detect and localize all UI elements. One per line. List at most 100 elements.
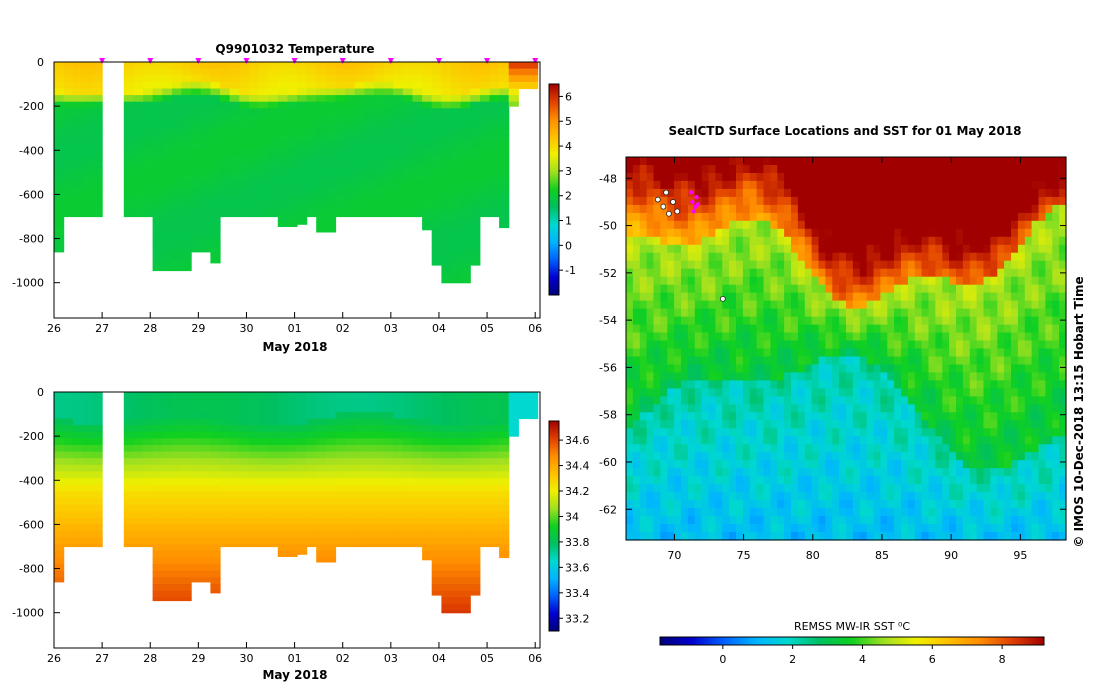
section-cell [143, 68, 154, 76]
sst-cell [935, 452, 943, 461]
section-cell [268, 148, 279, 156]
section-cell [441, 247, 452, 255]
section-cell [123, 411, 134, 420]
section-cell [200, 497, 211, 506]
section-cell [63, 438, 74, 446]
section-cell [143, 62, 154, 70]
section-cell [479, 478, 491, 486]
section-cell [200, 234, 211, 242]
sst-cell [777, 188, 785, 198]
section-cell [73, 81, 84, 90]
sst-cell [639, 500, 648, 509]
section-cell [422, 425, 433, 433]
sst-cell [715, 252, 723, 262]
section-cell [210, 240, 221, 248]
section-cell [316, 464, 327, 472]
section-cell [220, 101, 231, 109]
sst-cell [791, 412, 799, 421]
section-cell [210, 220, 221, 229]
section-cell [431, 537, 442, 545]
section-cell [335, 464, 346, 472]
section-cell [460, 497, 471, 506]
sst-cell [660, 436, 668, 445]
sst-cell [646, 356, 655, 366]
sst-cell [736, 204, 744, 214]
section-cell [499, 464, 510, 472]
section-cell [191, 141, 202, 149]
section-cell [393, 451, 404, 459]
section-cell [316, 431, 327, 439]
sst-cell [708, 157, 716, 166]
section-cell [200, 484, 211, 492]
section-cell [335, 524, 346, 532]
section-cell [393, 478, 404, 486]
sst-cell [742, 236, 751, 246]
section-cell [220, 411, 231, 420]
sst-cell [632, 348, 641, 358]
sst-cell [825, 180, 833, 190]
section-cell [297, 194, 308, 202]
sst-cell [928, 340, 936, 350]
section-cell [143, 201, 154, 209]
sst-cell [791, 260, 799, 270]
section-cell [422, 438, 433, 446]
sst-cell [797, 188, 806, 198]
sst-cell [749, 260, 758, 270]
sst-cell [846, 452, 854, 461]
sst-cell [818, 516, 826, 525]
section-cell [422, 187, 433, 195]
sst-cell [818, 284, 826, 294]
section-cell [489, 491, 500, 499]
section-cell [277, 81, 288, 90]
section-cell [229, 214, 240, 218]
section-cell [210, 418, 221, 426]
sst-cell [907, 180, 916, 190]
section-cell [123, 398, 134, 406]
sst-cell [632, 220, 641, 230]
sst-cell [626, 252, 634, 262]
section-cell [489, 181, 500, 189]
sst-cell [846, 292, 854, 302]
sst-cell [639, 396, 648, 405]
section-cell [92, 411, 103, 420]
sst-cell [701, 340, 710, 350]
section-cell [200, 194, 211, 202]
sst-cell [825, 500, 833, 509]
sst-cell [846, 316, 854, 326]
sst-cell [818, 364, 826, 374]
sst-cell [846, 412, 854, 421]
sst-cell [749, 444, 758, 453]
section-cell [171, 167, 183, 176]
section-cell [162, 411, 173, 420]
section-cell [210, 134, 221, 142]
sst-cell [708, 228, 716, 238]
sst-cell [866, 444, 875, 453]
sst-cell [653, 500, 661, 509]
section-cell [316, 62, 327, 70]
section-cell [412, 174, 423, 182]
sst-cell [674, 220, 682, 230]
section-cell [441, 584, 452, 592]
section-cell [374, 504, 385, 512]
sst-cell [839, 356, 847, 366]
sst-cell [832, 372, 840, 381]
section-cell [354, 154, 365, 162]
sst-cell [969, 260, 978, 270]
sst-cell [887, 428, 895, 437]
section-cell [54, 398, 65, 406]
sst-cell [632, 268, 641, 278]
section-cell [499, 471, 510, 479]
sst-cell [949, 348, 957, 358]
section-cell [54, 88, 65, 96]
sst-cell [942, 244, 950, 254]
section-cell [92, 431, 103, 439]
sst-cell [956, 484, 964, 493]
section-cell [499, 524, 510, 532]
section-cell [431, 531, 442, 539]
x-tick-label: 06 [528, 652, 542, 665]
section-cell [470, 464, 481, 472]
sst-cell [956, 173, 964, 182]
section-cell [422, 62, 433, 70]
section-cell [210, 438, 221, 446]
section-cell [508, 95, 519, 103]
